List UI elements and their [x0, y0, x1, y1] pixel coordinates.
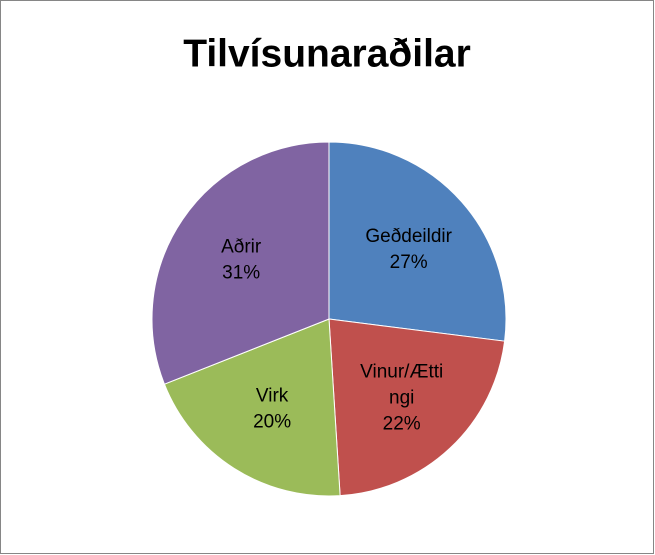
category-label: Vinur/Ætti ngi [360, 361, 443, 408]
chart-title: Tilvísunaraðilar [183, 32, 471, 75]
category-label-part: ngi [389, 387, 414, 408]
value-label: 27% [390, 252, 428, 273]
category-label: Geðdeildir [365, 226, 452, 247]
pie-slice [328, 141, 507, 342]
value-label: 22% [383, 413, 421, 434]
value-label: 20% [253, 412, 291, 433]
pie-slice [163, 318, 341, 497]
value-label: 31% [222, 262, 260, 283]
pie-slice [151, 141, 330, 385]
category-label: Virk [256, 386, 289, 407]
pie-slice [328, 318, 506, 497]
slice-label: Aðrir 31% [221, 236, 262, 283]
slice-label: Geðdeildir 27% [365, 226, 452, 273]
slice-label: Virk 20% [253, 386, 291, 433]
slice-label: Vinur/Ætti ngi 22% [360, 361, 443, 434]
category-label-part: Vinur/Ætti [360, 361, 443, 382]
category-label: Aðrir [221, 236, 262, 257]
